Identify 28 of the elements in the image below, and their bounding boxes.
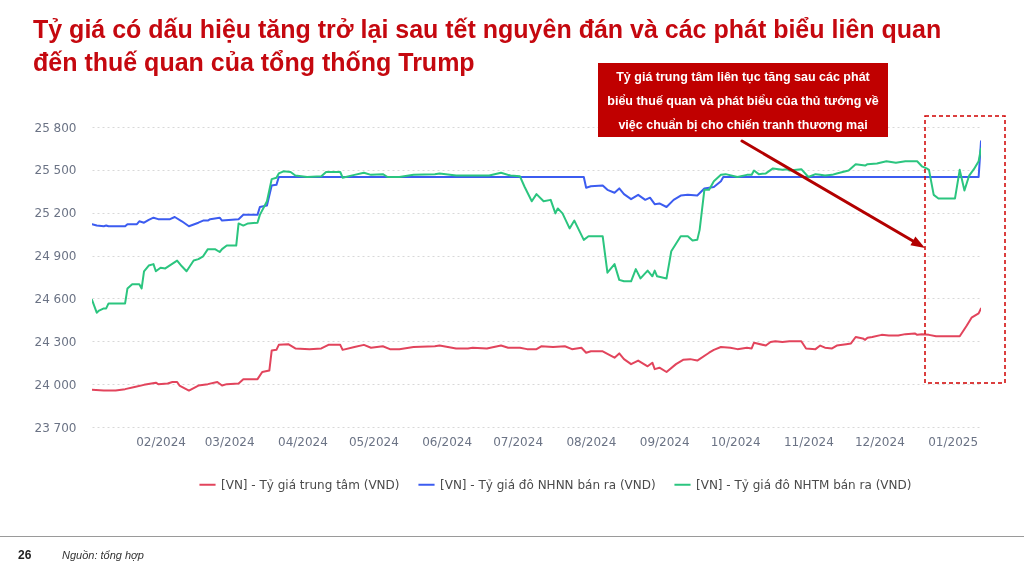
y-tick-label: 24 300 bbox=[34, 334, 77, 349]
y-tick-label: 25 500 bbox=[34, 163, 77, 178]
x-tick-label: 04/2024 bbox=[278, 434, 328, 449]
x-tick-label: 06/2024 bbox=[422, 434, 473, 449]
y-tick-label: 24 000 bbox=[34, 377, 77, 392]
y-tick-label: 25 800 bbox=[34, 120, 77, 135]
y-tick-label: 24 900 bbox=[34, 249, 77, 264]
x-tick-label: 10/2024 bbox=[710, 434, 761, 449]
x-tick-label: 09/2024 bbox=[639, 434, 690, 449]
y-tick-label: 23 700 bbox=[34, 420, 77, 435]
x-tick-label: 03/2024 bbox=[204, 434, 255, 449]
x-tick-label: 11/2024 bbox=[783, 434, 834, 449]
y-tick-label: 24 600 bbox=[34, 291, 77, 306]
legend-label: [VN] - Tỷ giá trung tâm (VND) bbox=[221, 477, 400, 492]
legend-label: [VN] - Tỷ giá đô NHTM bán ra (VND) bbox=[696, 477, 912, 492]
x-tick-label: 05/2024 bbox=[348, 434, 399, 449]
line-series bbox=[92, 140, 981, 228]
x-tick-label: 02/2024 bbox=[136, 434, 186, 449]
y-tick-label: 25 200 bbox=[34, 206, 77, 221]
line-series bbox=[92, 147, 981, 314]
line-series bbox=[92, 307, 981, 392]
text: 26 bbox=[18, 548, 32, 562]
legend-label: [VN] - Tỷ giá đô NHNN bán ra (VND) bbox=[440, 477, 656, 492]
x-tick-label: 08/2024 bbox=[566, 434, 617, 449]
x-tick-label: 01/2025 bbox=[928, 434, 979, 449]
x-tick-label: 12/2024 bbox=[854, 434, 905, 449]
x-tick-label: 07/2024 bbox=[493, 434, 544, 449]
text: Nguồn: tổng hợp bbox=[62, 549, 144, 561]
